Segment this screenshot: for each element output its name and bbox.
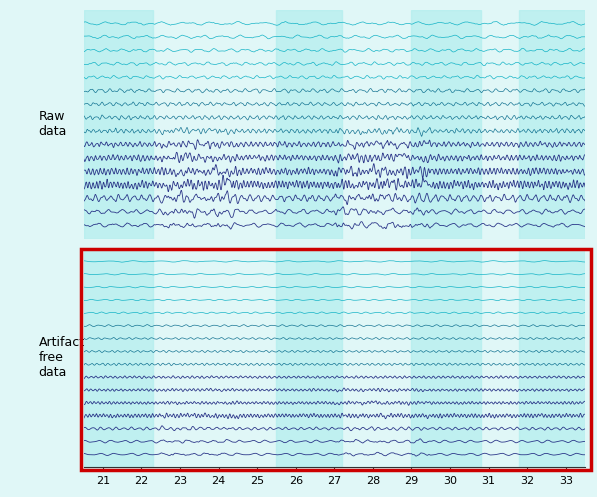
- Text: Raw
data: Raw data: [38, 110, 67, 138]
- Bar: [276, 10, 342, 239]
- Text: Artifact
free
data: Artifact free data: [38, 336, 85, 379]
- Bar: [84, 10, 153, 239]
- Bar: [411, 10, 481, 239]
- Bar: [519, 248, 585, 467]
- Bar: [84, 248, 153, 467]
- Bar: [411, 248, 481, 467]
- Bar: [519, 10, 585, 239]
- Bar: [276, 248, 342, 467]
